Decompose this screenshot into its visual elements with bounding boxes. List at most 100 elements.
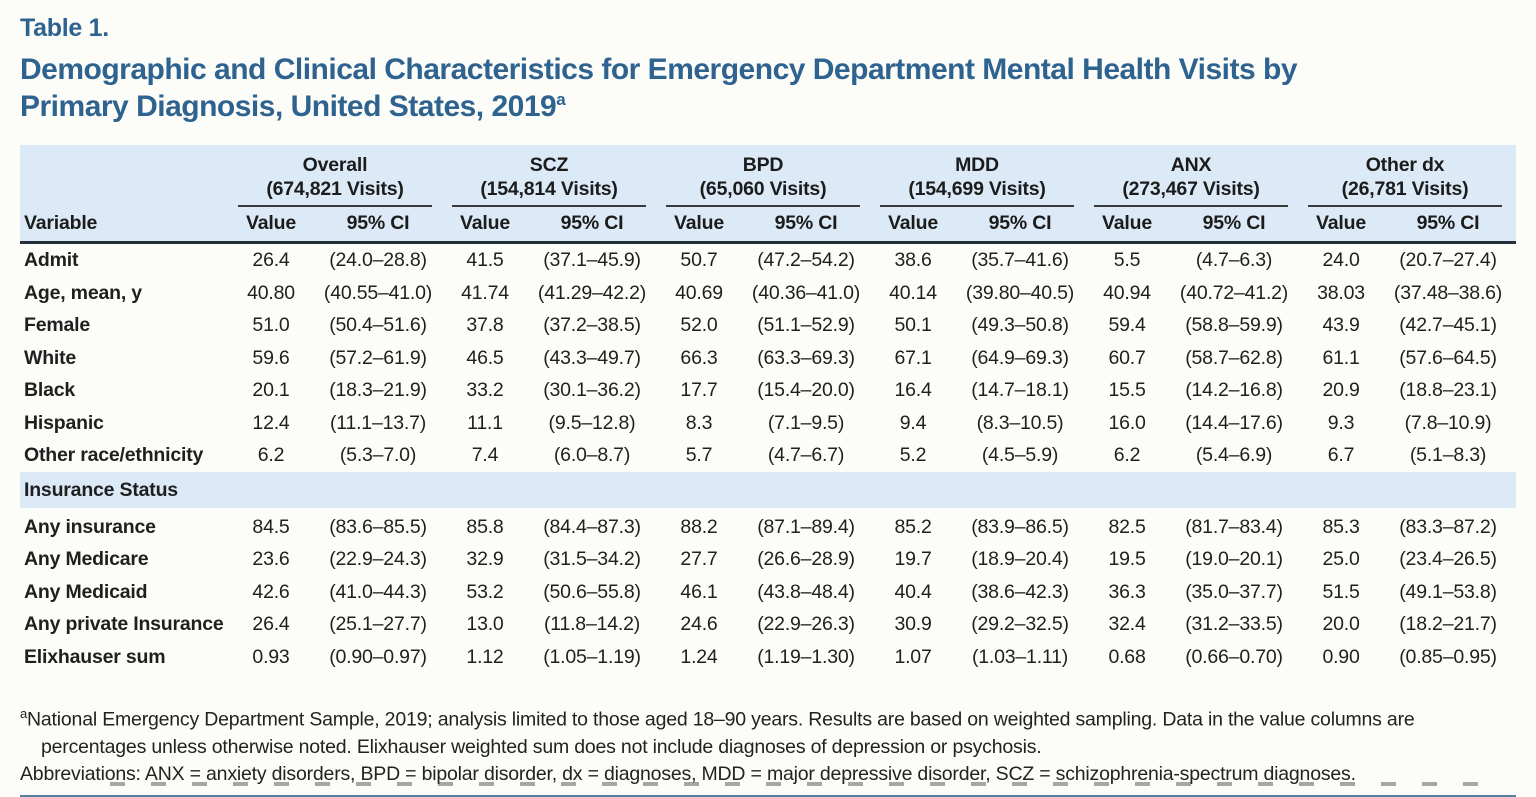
- group-header-other-dx: Other dx (26,781 Visits): [1302, 145, 1517, 207]
- value-cell: 84.5: [252, 515, 290, 538]
- ci-cell: (0.90–0.97): [329, 645, 427, 668]
- value-cell: 16.0: [1108, 411, 1146, 434]
- ci-cell: (47.2–54.2): [757, 249, 855, 271]
- row-label: Any Medicare: [24, 548, 149, 570]
- ci-cell: (31.5–34.2): [543, 548, 641, 570]
- value-cell: 66.3: [680, 346, 718, 369]
- ci-cell: (15.4–20.0): [757, 379, 855, 401]
- table-row: Any private Insurance 26.4 (25.1–27.7) 13.0…: [20, 608, 1516, 641]
- value-cell: 5.2: [899, 444, 927, 466]
- ci-cell: (51.1–52.9): [757, 314, 855, 336]
- table-title-line2: Primary Diagnosis, United States, 2019: [20, 90, 557, 123]
- ci-cell: (83.3–87.2): [1399, 515, 1497, 538]
- value-cell: 59.6: [252, 346, 290, 369]
- ci-cell: (29.2–32.5): [971, 613, 1069, 635]
- footnote-a: aNational Emergency Department Sample, 2…: [20, 700, 1516, 761]
- section-header-label: Insurance Status: [20, 471, 1517, 508]
- value-cell: 20.9: [1322, 379, 1360, 401]
- value-cell: 85.3: [1322, 515, 1360, 538]
- ci-cell: (40.72–41.2): [1179, 281, 1289, 304]
- ci-cell: (1.03–1.11): [971, 645, 1069, 668]
- ci-cell: (31.2–33.5): [1185, 613, 1283, 635]
- demographics-table: Overall (674,821 Visits) SCZ (154,814 Visi…: [20, 145, 1517, 674]
- value-cell: 40.69: [675, 281, 723, 304]
- ci-cell: (8.3–10.5): [976, 411, 1064, 434]
- value-cell: 51.5: [1322, 580, 1360, 603]
- table-row: Admit 26.4 (24.0–28.8) 41.5 (37.1–45.9) 50.7 (…: [20, 243, 1516, 277]
- value-cell: 42.6: [252, 580, 290, 603]
- value-cell: 40.14: [889, 281, 937, 304]
- value-column-header: Value: [660, 207, 738, 244]
- value-cell: 50.1: [894, 314, 932, 336]
- table-title-footnote-marker: a: [556, 90, 566, 109]
- ci-cell: (50.4–51.6): [329, 314, 427, 336]
- value-cell: 82.5: [1108, 515, 1146, 538]
- value-cell: 1.12: [466, 645, 504, 668]
- value-cell: 19.7: [894, 548, 932, 570]
- ci-cell: (18.3–21.9): [329, 379, 427, 401]
- value-column-header: Value: [232, 207, 310, 244]
- ci-cell: (58.7–62.8): [1185, 346, 1283, 369]
- footnote-a-text: National Emergency Department Sample, 20…: [27, 708, 1415, 758]
- table-row: Elixhauser sum 0.93 (0.90–0.97) 1.12 (1.05–1…: [20, 641, 1516, 674]
- ci-column-header: 95% CI: [952, 207, 1089, 244]
- ci-cell: (81.7–83.4): [1185, 515, 1283, 538]
- row-label: Elixhauser sum: [24, 645, 166, 668]
- value-cell: 37.8: [466, 314, 504, 336]
- value-cell: 26.4: [252, 613, 290, 635]
- value-cell: 12.4: [252, 411, 290, 434]
- ci-cell: (83.9–86.5): [971, 515, 1069, 538]
- ci-cell: (38.6–42.3): [971, 580, 1069, 603]
- ci-cell: (11.1–13.7): [329, 411, 427, 434]
- value-cell: 38.03: [1317, 281, 1365, 304]
- ci-cell: (39.80–40.5): [965, 281, 1075, 304]
- value-cell: 41.74: [461, 281, 509, 304]
- footnote-a-marker: a: [20, 706, 28, 721]
- value-column-header: Value: [1302, 207, 1381, 244]
- value-cell: 59.4: [1108, 314, 1146, 336]
- table-row: Any Medicare 23.6 (22.9–24.3) 32.9 (31.5–34.…: [20, 543, 1516, 576]
- group-name: SCZ: [529, 154, 569, 176]
- ci-cell: (1.19–1.30): [757, 645, 855, 668]
- value-cell: 8.3: [685, 411, 713, 434]
- ci-cell: (14.7–18.1): [971, 379, 1069, 401]
- value-cell: 13.0: [466, 613, 504, 635]
- ci-cell: (84.4–87.3): [543, 515, 641, 538]
- row-label: Black: [24, 379, 76, 401]
- value-cell: 0.93: [252, 645, 290, 668]
- value-cell: 61.1: [1322, 346, 1360, 369]
- ci-cell: (19.0–20.1): [1185, 548, 1283, 570]
- value-cell: 0.68: [1108, 645, 1146, 668]
- ci-column-header: 95% CI: [738, 207, 875, 244]
- value-cell: 24.6: [680, 613, 718, 635]
- value-cell: 40.80: [247, 281, 295, 304]
- ci-cell: (49.3–50.8): [971, 314, 1069, 336]
- ci-cell: (57.6–64.5): [1399, 346, 1497, 369]
- ci-cell: (37.2–38.5): [543, 314, 641, 336]
- value-cell: 32.9: [466, 548, 504, 570]
- ci-cell: (22.9–26.3): [757, 613, 855, 635]
- ci-cell: (43.8–48.4): [757, 580, 855, 603]
- group-visits: (674,821 Visits): [266, 178, 404, 200]
- value-cell: 40.4: [894, 580, 932, 603]
- value-cell: 85.8: [466, 515, 504, 538]
- row-label: Other race/ethnicity: [24, 444, 204, 466]
- ci-cell: (7.8–10.9): [1404, 411, 1492, 434]
- value-cell: 25.0: [1322, 548, 1360, 570]
- value-cell: 26.4: [252, 249, 290, 271]
- ci-cell: (0.85–0.95): [1399, 645, 1497, 668]
- value-cell: 52.0: [680, 314, 718, 336]
- value-cell: 6.2: [1113, 444, 1141, 466]
- ci-cell: (4.7–6.3): [1195, 249, 1273, 271]
- variable-column-header: Variable: [20, 207, 232, 244]
- ci-cell: (9.5–12.8): [548, 411, 636, 434]
- ci-cell: (5.3–7.0): [339, 444, 417, 466]
- ci-column-header: 95% CI: [524, 207, 660, 244]
- group-header-bpd: BPD (65,060 Visits): [660, 145, 875, 207]
- ci-cell: (5.1–8.3): [1409, 444, 1487, 466]
- table-row: Other race/ethnicity 6.2 (5.3–7.0) 7.4 (6.0–…: [20, 439, 1516, 472]
- table-header: Overall (674,821 Visits) SCZ (154,814 Visi…: [20, 145, 1517, 244]
- value-cell: 27.7: [680, 548, 718, 570]
- row-label: Admit: [24, 249, 79, 271]
